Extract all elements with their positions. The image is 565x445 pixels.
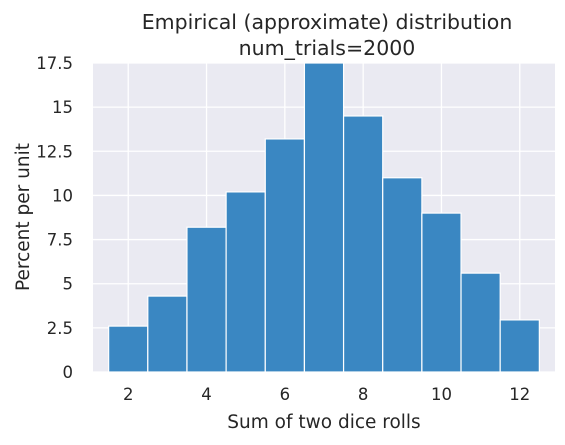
y-tick-label: 12.5 xyxy=(36,142,73,161)
x-axis-ticks: 2 4 6 8 10 12 xyxy=(123,385,530,404)
histogram-bar-2 xyxy=(108,325,149,373)
y-tick-label: 7.5 xyxy=(47,231,73,250)
x-tick-label: 4 xyxy=(201,385,212,404)
x-tick-label: 12 xyxy=(509,385,530,404)
y-tick-label: 5 xyxy=(63,275,74,294)
histogram-bar-5 xyxy=(225,191,266,373)
histogram-bar-12 xyxy=(499,319,540,373)
histogram-bar-7 xyxy=(303,62,345,373)
y-axis-ticks: 0 2.5 5 7.5 10 12.5 15 17.5 xyxy=(36,54,73,382)
x-tick-label: 2 xyxy=(123,385,134,404)
histogram-bar-9 xyxy=(382,177,423,373)
x-axis-label: Sum of two dice rolls xyxy=(227,412,420,433)
histogram-bar-11 xyxy=(460,272,501,373)
bars xyxy=(108,62,540,373)
y-tick-label: 10 xyxy=(52,186,73,205)
chart-title-line-1: Empirical (approximate) distribution xyxy=(142,10,513,34)
x-tick-label: 10 xyxy=(431,385,452,404)
chart-title-line-2: num_trials=2000 xyxy=(239,36,416,61)
y-tick-label: 2.5 xyxy=(47,319,73,338)
y-tick-label: 17.5 xyxy=(36,54,73,73)
y-tick-label: 15 xyxy=(52,98,73,117)
y-tick-label: 0 xyxy=(63,363,74,382)
x-tick-label: 6 xyxy=(280,385,291,404)
histogram-bar-8 xyxy=(342,115,384,373)
y-axis-label: Percent per unit xyxy=(13,143,34,291)
x-tick-label: 8 xyxy=(358,385,369,404)
histogram-bar-4 xyxy=(186,226,227,373)
histogram-bar-6 xyxy=(264,138,306,373)
histogram-bar-10 xyxy=(421,212,462,373)
histogram-bar-3 xyxy=(147,295,188,373)
